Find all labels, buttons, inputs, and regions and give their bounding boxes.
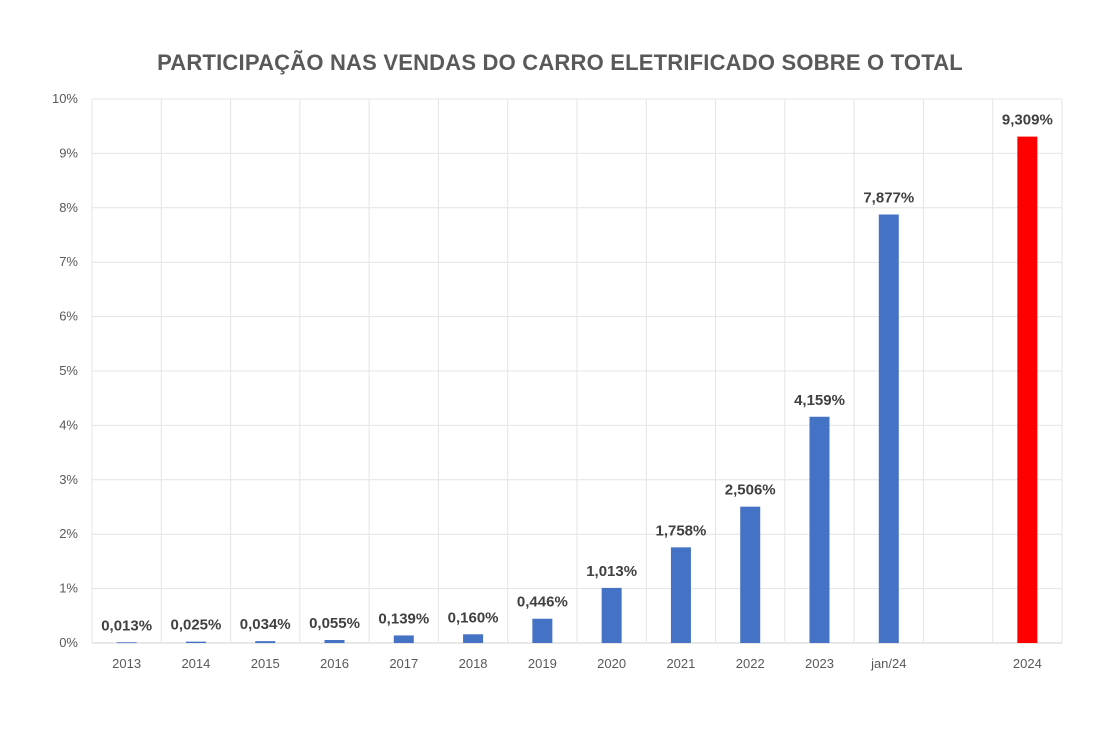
x-tick-label: 2016 (320, 656, 349, 671)
bars (116, 136, 1038, 644)
bar (740, 506, 761, 643)
data-label: 0,034% (240, 616, 291, 633)
data-label: 1,013% (586, 563, 637, 580)
data-label: 9,309% (1002, 112, 1053, 129)
data-label: 4,159% (794, 392, 845, 409)
bar (1017, 136, 1038, 643)
data-label: 7,877% (863, 189, 914, 206)
y-tick-label: 1% (59, 581, 78, 596)
x-tick-label: 2023 (805, 656, 834, 671)
bar (393, 635, 414, 643)
x-tick-label: 2018 (459, 656, 488, 671)
bar (116, 642, 137, 644)
x-axis: 2013 2014 2015 2016 2017 2018 2019 2020 2021 2022… (112, 656, 1042, 671)
x-tick-label: 2024 (1013, 656, 1042, 671)
y-tick-label: 10% (52, 91, 78, 106)
bar (670, 547, 691, 643)
data-labels: 0,013% 0,025% 0,034% 0,055% 0,139% 0,160% 0,44… (101, 112, 1053, 635)
y-tick-label: 9% (59, 145, 78, 160)
x-tick-label: 2022 (736, 656, 765, 671)
data-label: 0,013% (101, 617, 152, 634)
y-tick-label: 7% (59, 254, 78, 269)
y-tick-label: 6% (59, 309, 78, 324)
bar (185, 641, 206, 643)
data-label: 0,160% (448, 609, 499, 626)
x-tick-label: jan/24 (870, 656, 906, 671)
data-label: 1,758% (655, 522, 706, 539)
bar (809, 416, 830, 643)
y-tick-label: 4% (59, 417, 78, 432)
data-label: 0,446% (517, 594, 568, 611)
x-tick-label: 2019 (528, 656, 557, 671)
bar (532, 618, 553, 643)
x-tick-label: 2013 (112, 656, 141, 671)
y-tick-label: 2% (59, 526, 78, 541)
x-tick-label: 2020 (597, 656, 626, 671)
chart-title: PARTICIPAÇÃO NAS VENDAS DO CARRO ELETRIF… (157, 50, 963, 75)
y-tick-label: 8% (59, 200, 78, 215)
bar (255, 641, 276, 643)
y-tick-label: 3% (59, 472, 78, 487)
y-tick-label: 5% (59, 363, 78, 378)
bar (878, 214, 899, 643)
bar (324, 640, 345, 643)
data-label: 0,139% (378, 610, 429, 627)
x-tick-label: 2015 (251, 656, 280, 671)
x-tick-label: 2017 (389, 656, 418, 671)
data-label: 0,055% (309, 615, 360, 632)
bar (463, 634, 484, 643)
grid-lines (91, 98, 1063, 644)
y-tick-label: 0% (59, 635, 78, 650)
data-label: 0,025% (170, 617, 221, 634)
data-label: 2,506% (725, 482, 776, 499)
x-tick-label: 2021 (666, 656, 695, 671)
bar (601, 587, 622, 643)
y-axis: 0% 1% 2% 3% 4% 5% 6% 7% 8% 9% 10% (52, 91, 78, 650)
x-tick-label: 2014 (181, 656, 210, 671)
